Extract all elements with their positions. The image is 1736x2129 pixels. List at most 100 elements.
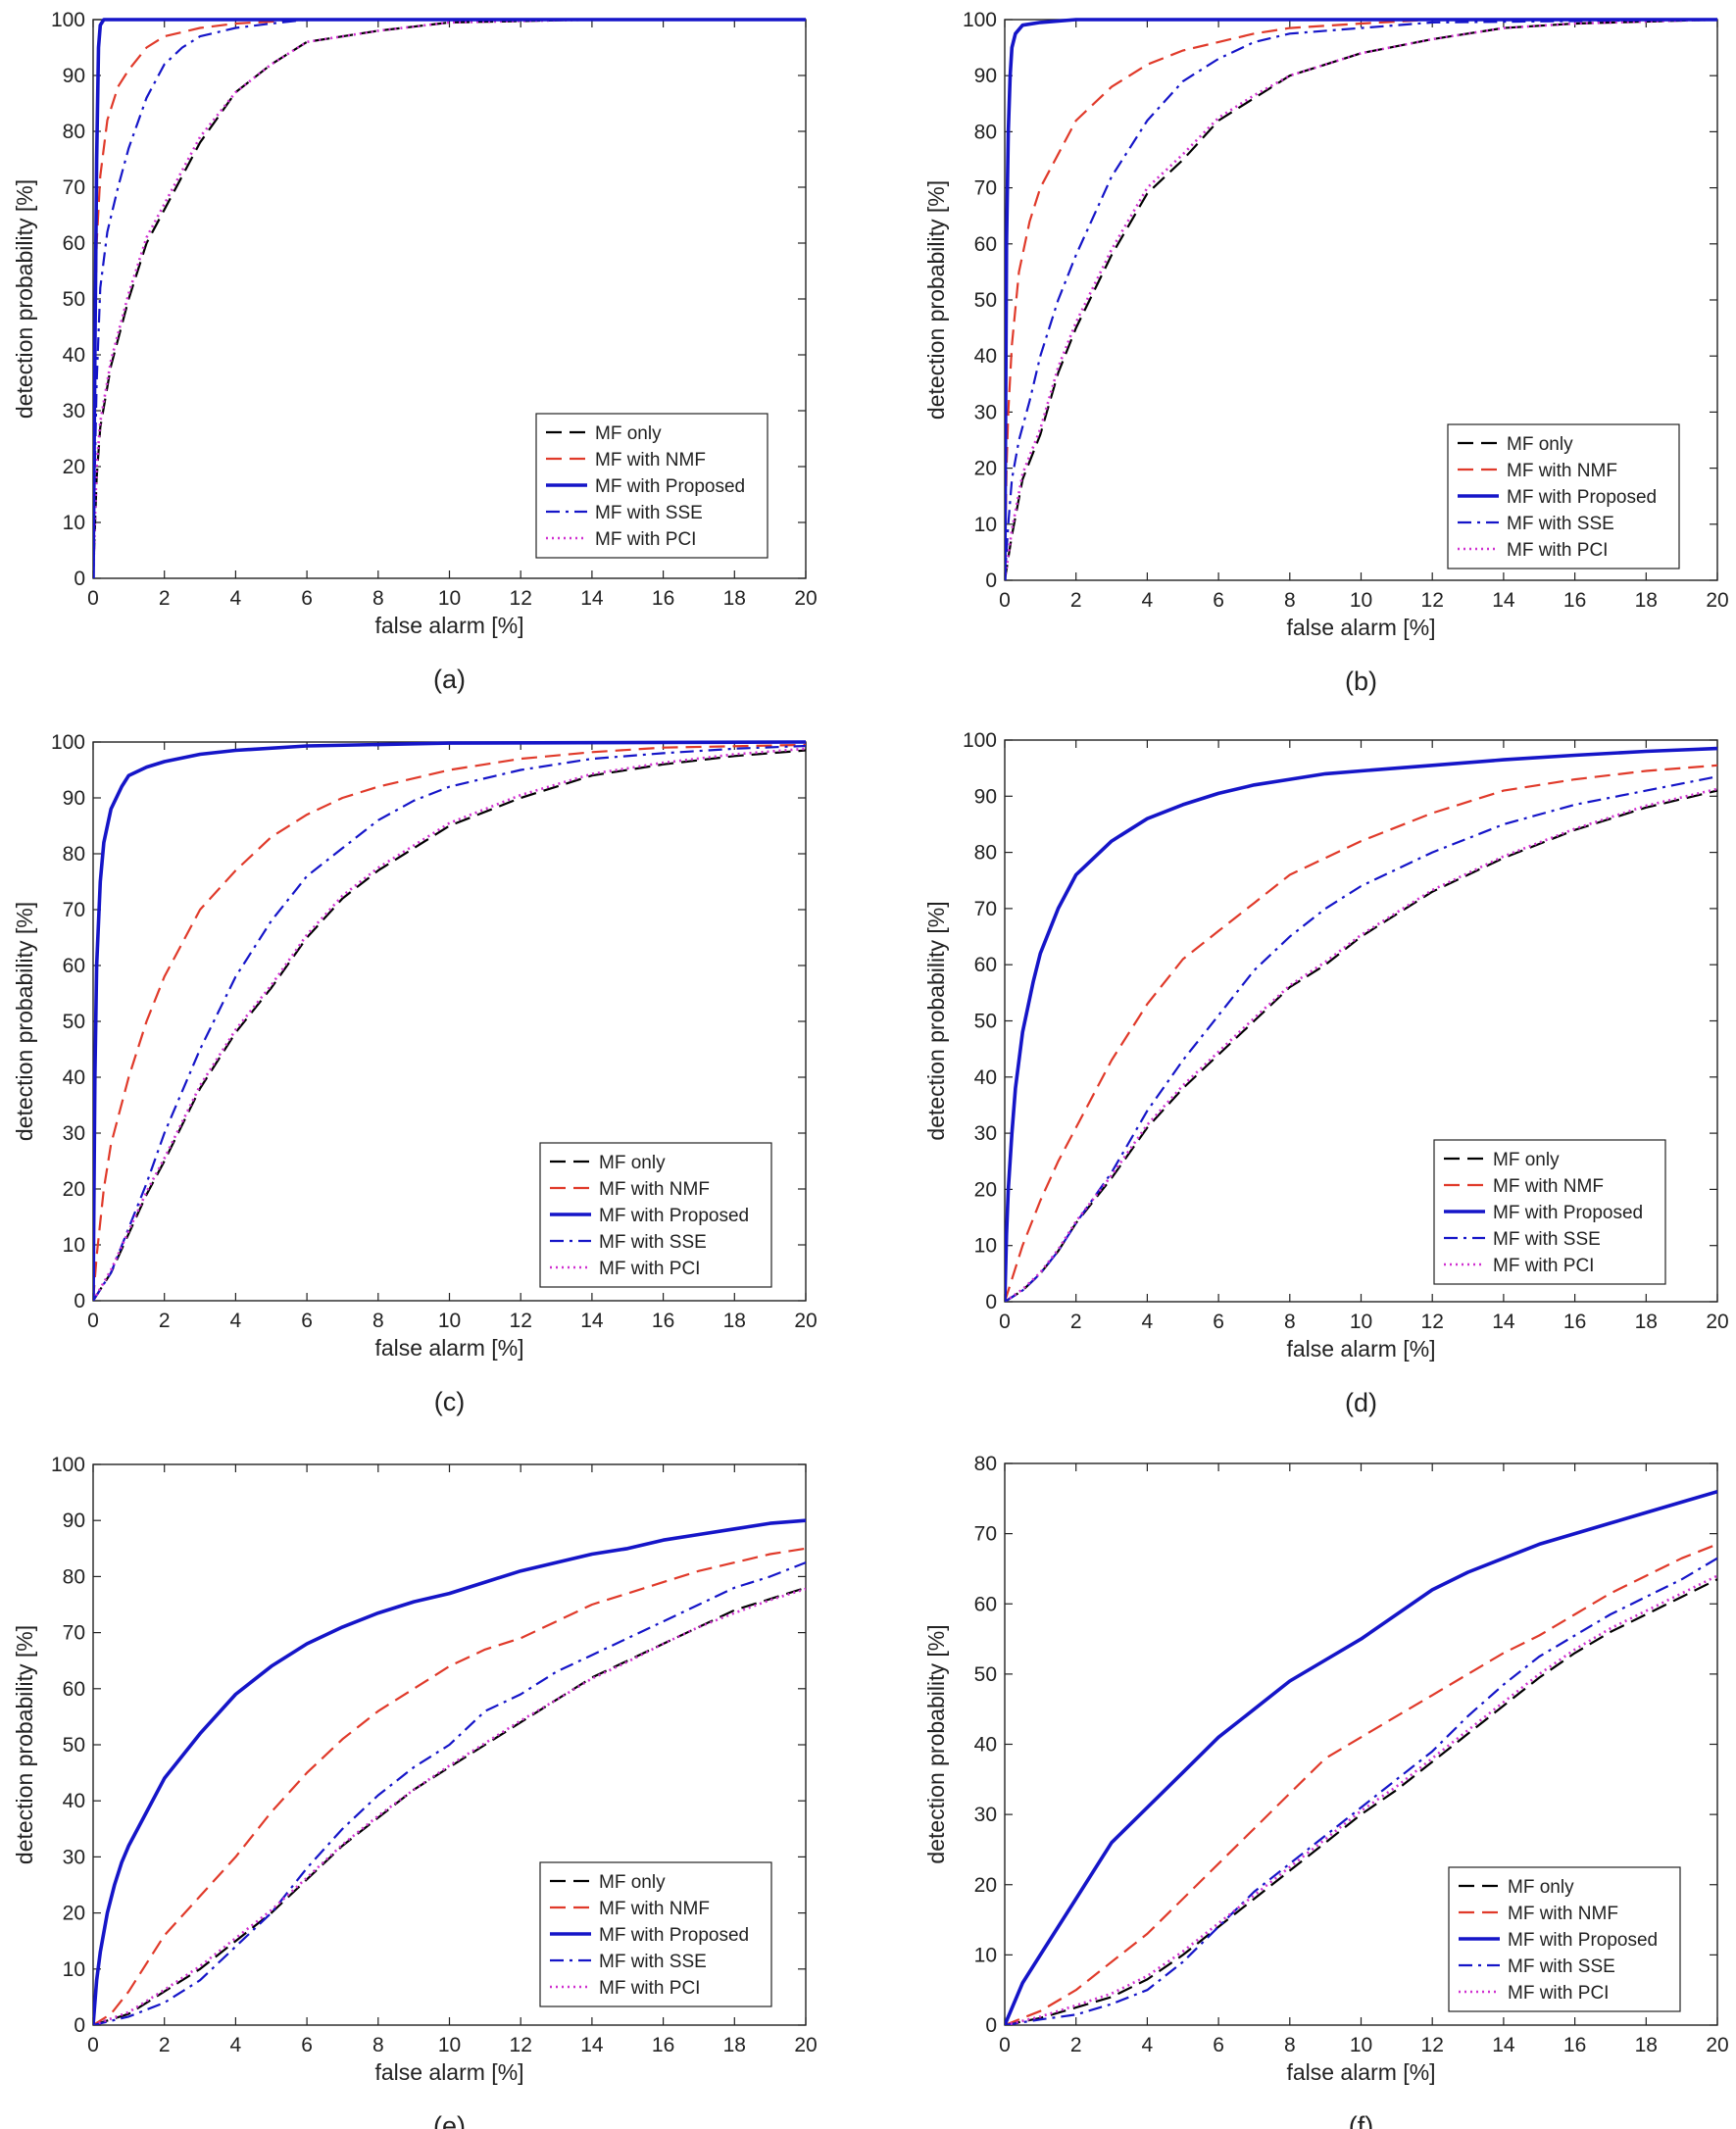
x-tick-label: 20 <box>794 587 817 610</box>
legend-entry-label: MF with NMF <box>1507 461 1617 481</box>
series-line-mf-with-sse <box>93 1561 806 2025</box>
x-tick-label: 20 <box>794 2034 817 2056</box>
x-tick-label: 18 <box>1635 1311 1658 1333</box>
x-tick-label: 4 <box>1142 589 1154 612</box>
legend-entry-label: MF with PCI <box>1508 1983 1609 2004</box>
x-tick-label: 10 <box>1350 2034 1372 2056</box>
y-tick-label: 40 <box>63 1066 85 1089</box>
x-tick-label: 4 <box>230 1310 242 1332</box>
series-line-mf-with-pci <box>1005 1574 1717 2025</box>
y-axis-label: detection probability [%] <box>12 1625 37 1864</box>
panel-label: (a) <box>433 665 466 694</box>
x-tick-label: 10 <box>438 2034 461 2056</box>
x-tick-label: 20 <box>1706 589 1728 612</box>
x-tick-label: 0 <box>999 1311 1011 1333</box>
x-tick-label: 0 <box>999 589 1011 612</box>
y-tick-label: 70 <box>63 899 85 921</box>
series-line-mf-with-proposed <box>93 740 806 1301</box>
series-line-mf-with-sse <box>1005 18 1717 580</box>
x-axis-label: false alarm [%] <box>374 613 523 638</box>
series-line-mf-with-sse <box>93 18 806 578</box>
x-tick-label: 8 <box>372 1310 384 1332</box>
x-tick-label: 6 <box>1213 2034 1224 2056</box>
y-tick-label: 30 <box>63 400 85 422</box>
series-line-mf-with-sse <box>1005 1557 1717 2025</box>
y-tick-label: 40 <box>974 1066 997 1089</box>
x-tick-label: 14 <box>580 1310 604 1332</box>
legend-entry-label: MF with PCI <box>599 1259 700 1279</box>
y-tick-label: 60 <box>63 955 85 977</box>
series-line-mf-with-pci <box>1005 18 1717 580</box>
y-tick-label: 60 <box>63 1678 85 1701</box>
x-tick-label: 0 <box>999 2034 1011 2056</box>
legend-entry-label: MF only <box>1493 1150 1560 1170</box>
y-tick-label: 20 <box>63 456 85 478</box>
y-tick-label: 90 <box>974 785 997 808</box>
x-tick-label: 12 <box>1421 1311 1444 1333</box>
legend-entry-label: MF with Proposed <box>1508 1930 1658 1951</box>
legend-entry-label: MF only <box>595 423 662 444</box>
legend: MF only MF with NMF MF with Proposed MF wit… <box>539 1861 772 2007</box>
chart-panel-b: 0 2 4 6 8 10 12 14 16 18 20 0 10 20 30 40 50 60 70 80 90 100 f… <box>923 9 1729 696</box>
x-tick-label: 16 <box>652 2034 674 2056</box>
series-line-mf-with-proposed <box>1005 18 1717 580</box>
y-tick-label: 50 <box>974 1663 997 1686</box>
x-tick-label: 14 <box>1492 2034 1515 2056</box>
x-tick-label: 2 <box>1070 1311 1082 1333</box>
y-tick-label: 80 <box>63 843 85 866</box>
series-line-mf-only <box>1005 18 1717 580</box>
x-tick-label: 6 <box>301 2034 313 2056</box>
y-tick-label: 90 <box>63 1510 85 1532</box>
chart-panel-d: 0 2 4 6 8 10 12 14 16 18 20 0 10 20 30 40 50 60 70 80 90 100 f… <box>923 729 1729 1417</box>
legend-entry-label: MF with PCI <box>595 529 696 550</box>
series-line-mf-with-proposed <box>93 18 806 578</box>
y-tick-label: 10 <box>63 1234 85 1257</box>
x-tick-label: 14 <box>580 587 604 610</box>
series-lines <box>93 1518 806 2025</box>
legend-entry-label: MF with SSE <box>1508 1956 1615 1977</box>
y-tick-label: 20 <box>974 1178 997 1201</box>
y-tick-label: 40 <box>63 1790 85 1812</box>
series-line-mf-with-nmf <box>1005 1543 1717 2025</box>
x-tick-label: 20 <box>794 1310 817 1332</box>
y-tick-label: 80 <box>974 1453 997 1475</box>
legend-entry-label: MF with SSE <box>1507 514 1614 534</box>
series-line-mf-with-nmf <box>93 1547 806 2025</box>
y-tick-label: 80 <box>974 842 997 865</box>
legend-entry-label: MF with SSE <box>1493 1229 1601 1250</box>
legend: MF only MF with NMF MF with Proposed MF wit… <box>535 413 769 559</box>
panel-label: (e) <box>433 2111 466 2129</box>
legend-entry-label: MF with Proposed <box>599 1925 749 1946</box>
x-tick-label: 0 <box>87 587 99 610</box>
legend-entry-label: MF with NMF <box>1493 1176 1604 1197</box>
y-tick-label: 10 <box>63 512 85 534</box>
series-lines <box>93 740 806 1301</box>
y-tick-label: 40 <box>974 1734 997 1757</box>
chart-panel-f: 0 2 4 6 8 10 12 14 16 18 20 0 10 20 30 40 50 60 70 80 false … <box>923 1453 1729 2129</box>
series-line-mf-with-nmf <box>93 743 806 1301</box>
y-tick-label: 100 <box>51 9 85 31</box>
x-tick-label: 6 <box>301 1310 313 1332</box>
x-tick-label: 2 <box>1070 589 1082 612</box>
series-line-mf-with-proposed <box>1005 1489 1717 2025</box>
x-tick-label: 16 <box>1563 1311 1586 1333</box>
series-line-mf-only <box>93 1586 806 2025</box>
x-tick-label: 10 <box>438 587 461 610</box>
y-tick-label: 60 <box>974 233 997 256</box>
series-line-mf-with-proposed <box>1005 746 1717 1302</box>
y-tick-label: 50 <box>63 1011 85 1033</box>
y-tick-label: 80 <box>974 121 997 143</box>
y-tick-label: 70 <box>63 1622 85 1645</box>
y-tick-label: 70 <box>974 177 997 200</box>
y-tick-label: 100 <box>963 729 997 752</box>
x-tick-label: 12 <box>1421 2034 1444 2056</box>
x-tick-label: 10 <box>1350 1311 1372 1333</box>
y-tick-label: 0 <box>985 1291 997 1313</box>
y-tick-label: 100 <box>963 9 997 31</box>
legend-entry-label: MF with SSE <box>595 503 703 523</box>
y-tick-label: 90 <box>974 65 997 87</box>
x-tick-label: 16 <box>652 1310 674 1332</box>
legend-entry-label: MF with Proposed <box>595 476 745 497</box>
y-tick-label: 10 <box>974 514 997 536</box>
